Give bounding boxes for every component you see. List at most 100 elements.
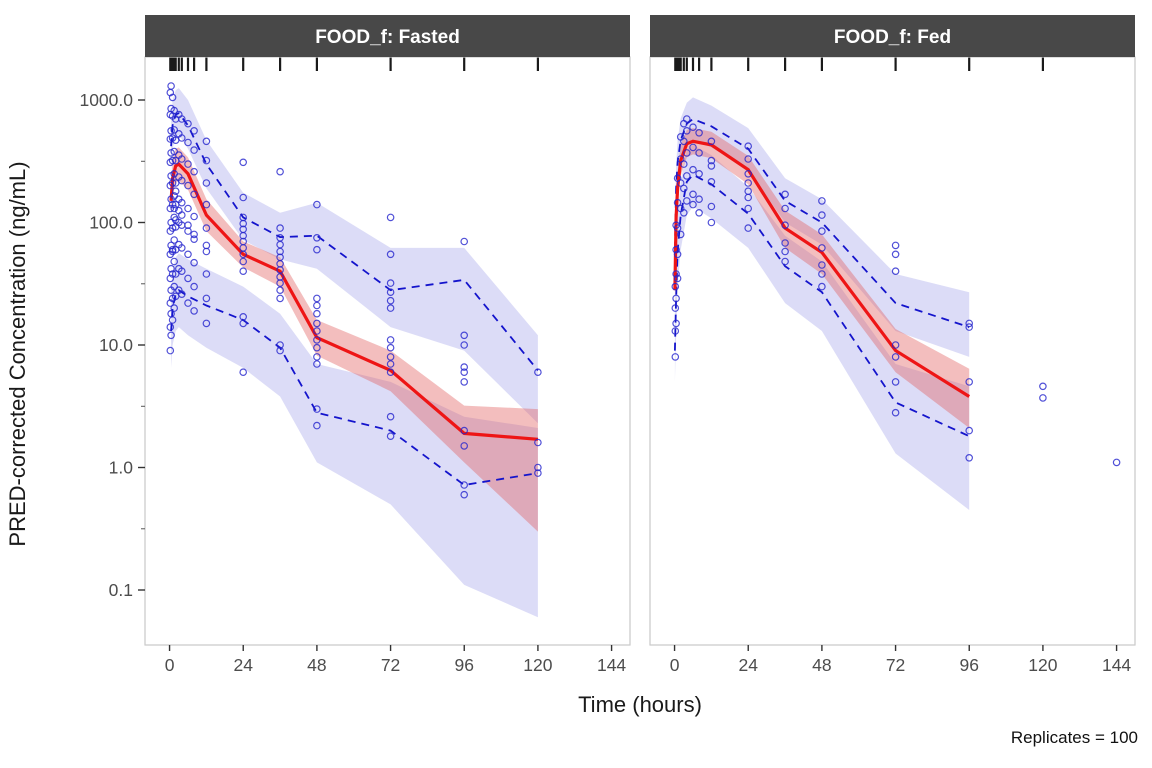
data-point xyxy=(1112,458,1121,467)
data-point xyxy=(707,162,716,170)
data-point xyxy=(818,227,826,235)
data-point xyxy=(190,235,198,244)
data-point xyxy=(891,241,900,250)
data-point xyxy=(460,363,469,371)
data-point xyxy=(168,93,177,102)
data-point xyxy=(313,360,321,368)
data-point xyxy=(239,158,248,167)
data-point xyxy=(707,156,716,165)
x-tick-label: 96 xyxy=(455,655,474,675)
data-point xyxy=(689,200,697,209)
data-point xyxy=(276,294,284,303)
data-point xyxy=(965,319,974,328)
median-line xyxy=(169,162,539,441)
data-point xyxy=(166,274,175,283)
data-point xyxy=(679,209,688,217)
y-tick-label: 100.0 xyxy=(89,213,133,233)
x-tick-label: 120 xyxy=(1028,655,1057,675)
lower-percentile-band xyxy=(674,144,970,510)
data-point xyxy=(744,170,753,178)
data-point xyxy=(167,331,175,340)
data-point xyxy=(534,469,542,477)
data-point xyxy=(202,319,211,328)
data-point xyxy=(190,127,198,135)
data-point xyxy=(386,353,395,361)
data-point xyxy=(671,304,680,312)
data-point xyxy=(170,204,179,213)
data-point xyxy=(689,190,697,199)
data-point xyxy=(202,200,211,209)
data-point xyxy=(818,197,826,205)
facet-panel-fed: FOOD_f: Fed 0 24 48 72 96 120 144 xyxy=(649,15,1136,675)
data-point xyxy=(682,127,691,135)
data-point xyxy=(707,218,716,227)
data-point xyxy=(178,155,186,163)
data-point xyxy=(744,155,753,163)
data-point xyxy=(178,176,186,185)
data-point xyxy=(386,288,395,297)
data-point xyxy=(313,353,321,361)
data-point xyxy=(313,405,321,413)
data-point xyxy=(190,190,198,199)
x-tick-label: 24 xyxy=(233,655,253,675)
data-point xyxy=(689,165,697,174)
data-point xyxy=(184,160,192,168)
data-point xyxy=(313,234,321,242)
data-point xyxy=(386,343,395,352)
data-point xyxy=(679,184,688,193)
data-point xyxy=(184,138,192,147)
data-point xyxy=(781,204,789,213)
data-point xyxy=(276,224,284,232)
data-point xyxy=(178,134,186,142)
x-tick-label: 0 xyxy=(165,655,175,675)
data-point xyxy=(168,200,177,209)
data-point xyxy=(891,250,900,259)
data-point xyxy=(689,143,697,152)
data-point xyxy=(190,212,198,221)
data-point xyxy=(460,331,469,340)
data-point xyxy=(744,142,753,151)
data-point xyxy=(202,270,211,278)
data-point xyxy=(671,353,680,361)
data-point xyxy=(178,244,186,252)
data-point xyxy=(168,245,177,254)
median-band xyxy=(674,128,970,428)
lower-percentile-line xyxy=(674,173,970,438)
x-tick-label: 72 xyxy=(886,655,905,675)
data-point xyxy=(178,267,186,276)
data-point xyxy=(891,353,900,361)
data-point xyxy=(673,250,682,259)
data-point xyxy=(460,442,469,450)
data-point xyxy=(170,106,179,115)
data-point xyxy=(190,282,198,291)
data-point xyxy=(170,147,179,156)
data-point xyxy=(386,360,395,368)
data-point xyxy=(744,204,753,213)
data-point xyxy=(744,179,753,187)
facet-panel-fasted: FOOD_f: Fasted 0 24 48 72 96 120 144 xyxy=(144,15,631,675)
data-point xyxy=(671,282,680,291)
data-point xyxy=(682,149,691,157)
data-point xyxy=(818,282,826,291)
data-point xyxy=(239,213,248,222)
data-point xyxy=(781,190,789,199)
data-point xyxy=(965,323,974,331)
data-point xyxy=(682,197,691,205)
data-point xyxy=(818,211,826,219)
data-point xyxy=(239,312,248,321)
data-point xyxy=(313,294,321,303)
data-point xyxy=(178,211,186,219)
data-point xyxy=(672,294,680,303)
data-point xyxy=(781,257,789,266)
data-point xyxy=(184,119,192,128)
data-point xyxy=(671,327,680,335)
data-point xyxy=(1039,394,1047,402)
data-point xyxy=(460,341,469,349)
data-point xyxy=(1039,382,1047,391)
data-point xyxy=(239,267,248,276)
upper-percentile-line xyxy=(674,117,970,328)
y-axis-title: PRED-corrected Concentration (ng/mL) xyxy=(5,161,30,547)
data-point xyxy=(781,221,789,230)
data-point xyxy=(386,432,395,441)
facet-strip xyxy=(145,15,630,57)
